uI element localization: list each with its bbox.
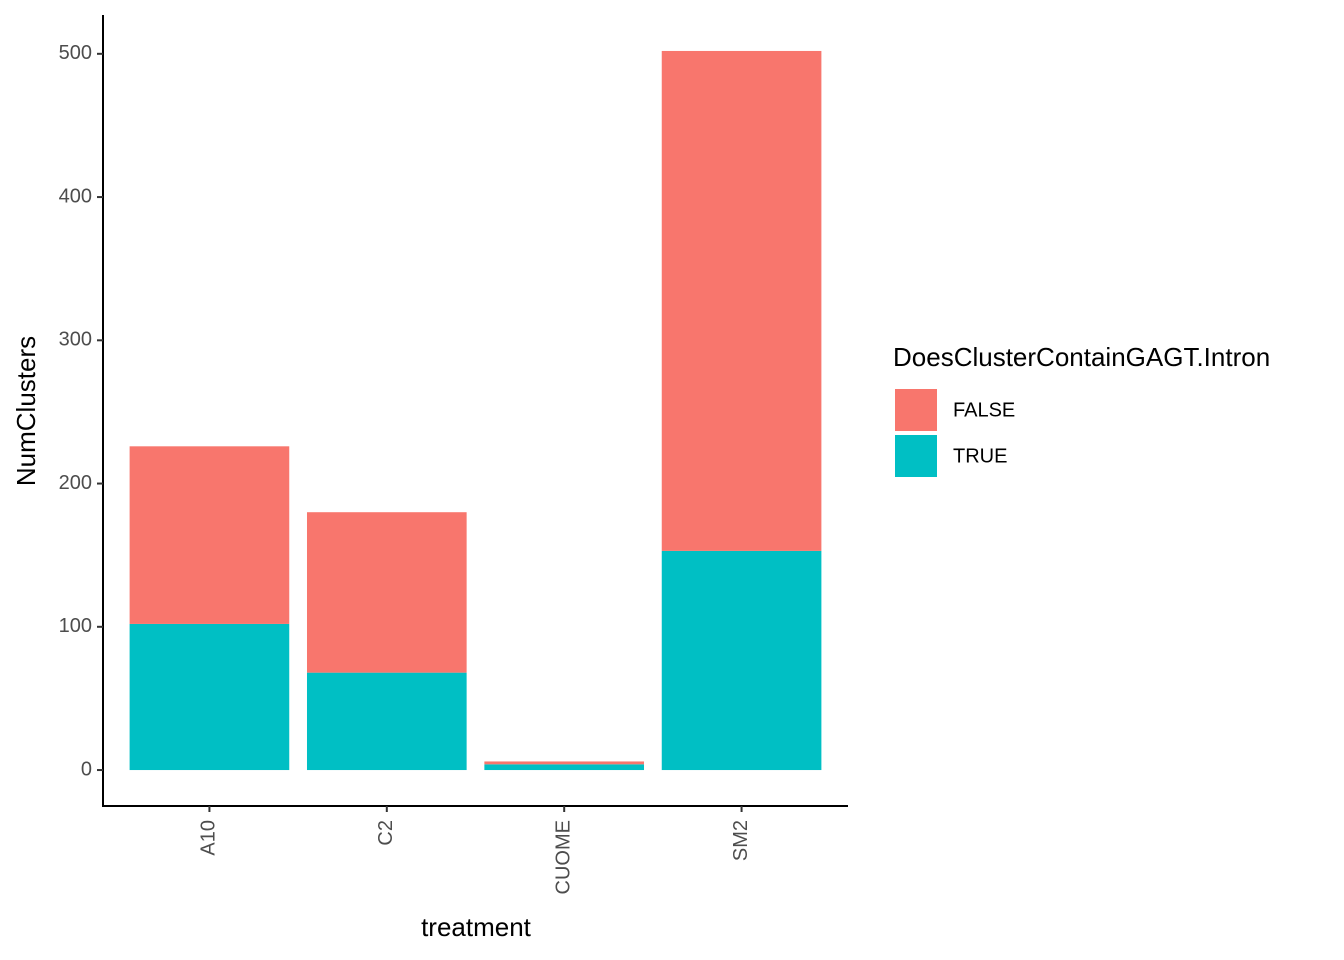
bar-segment (661, 550, 822, 771)
legend-key (895, 389, 937, 431)
legend-label: TRUE (953, 445, 1007, 467)
y-axis-title: NumClusters (11, 336, 41, 486)
bar-segment (661, 50, 822, 551)
y-tick-label: 200 (59, 472, 92, 494)
x-tick-label: A10 (198, 820, 220, 856)
y-tick-label: 100 (59, 615, 92, 637)
x-tick-label: C2 (375, 820, 397, 846)
bar-segment (484, 761, 645, 765)
bar-segment (484, 764, 645, 771)
x-axis-title: treatment (421, 912, 532, 942)
x-tick-label: SM2 (730, 820, 752, 861)
y-tick-label: 300 (59, 329, 92, 351)
y-tick-label: 400 (59, 185, 92, 207)
y-tick-label: 0 (81, 758, 92, 780)
bar-segment (129, 446, 290, 624)
bar-segment (306, 512, 467, 673)
legend-key (895, 435, 937, 477)
legend-label: FALSE (953, 399, 1015, 421)
legend-title: DoesClusterContainGAGT.Intron (893, 342, 1270, 372)
bar-segment (129, 623, 290, 771)
bar-segment (306, 672, 467, 771)
y-tick-label: 500 (59, 42, 92, 64)
x-tick-label: CUOME (552, 820, 574, 894)
